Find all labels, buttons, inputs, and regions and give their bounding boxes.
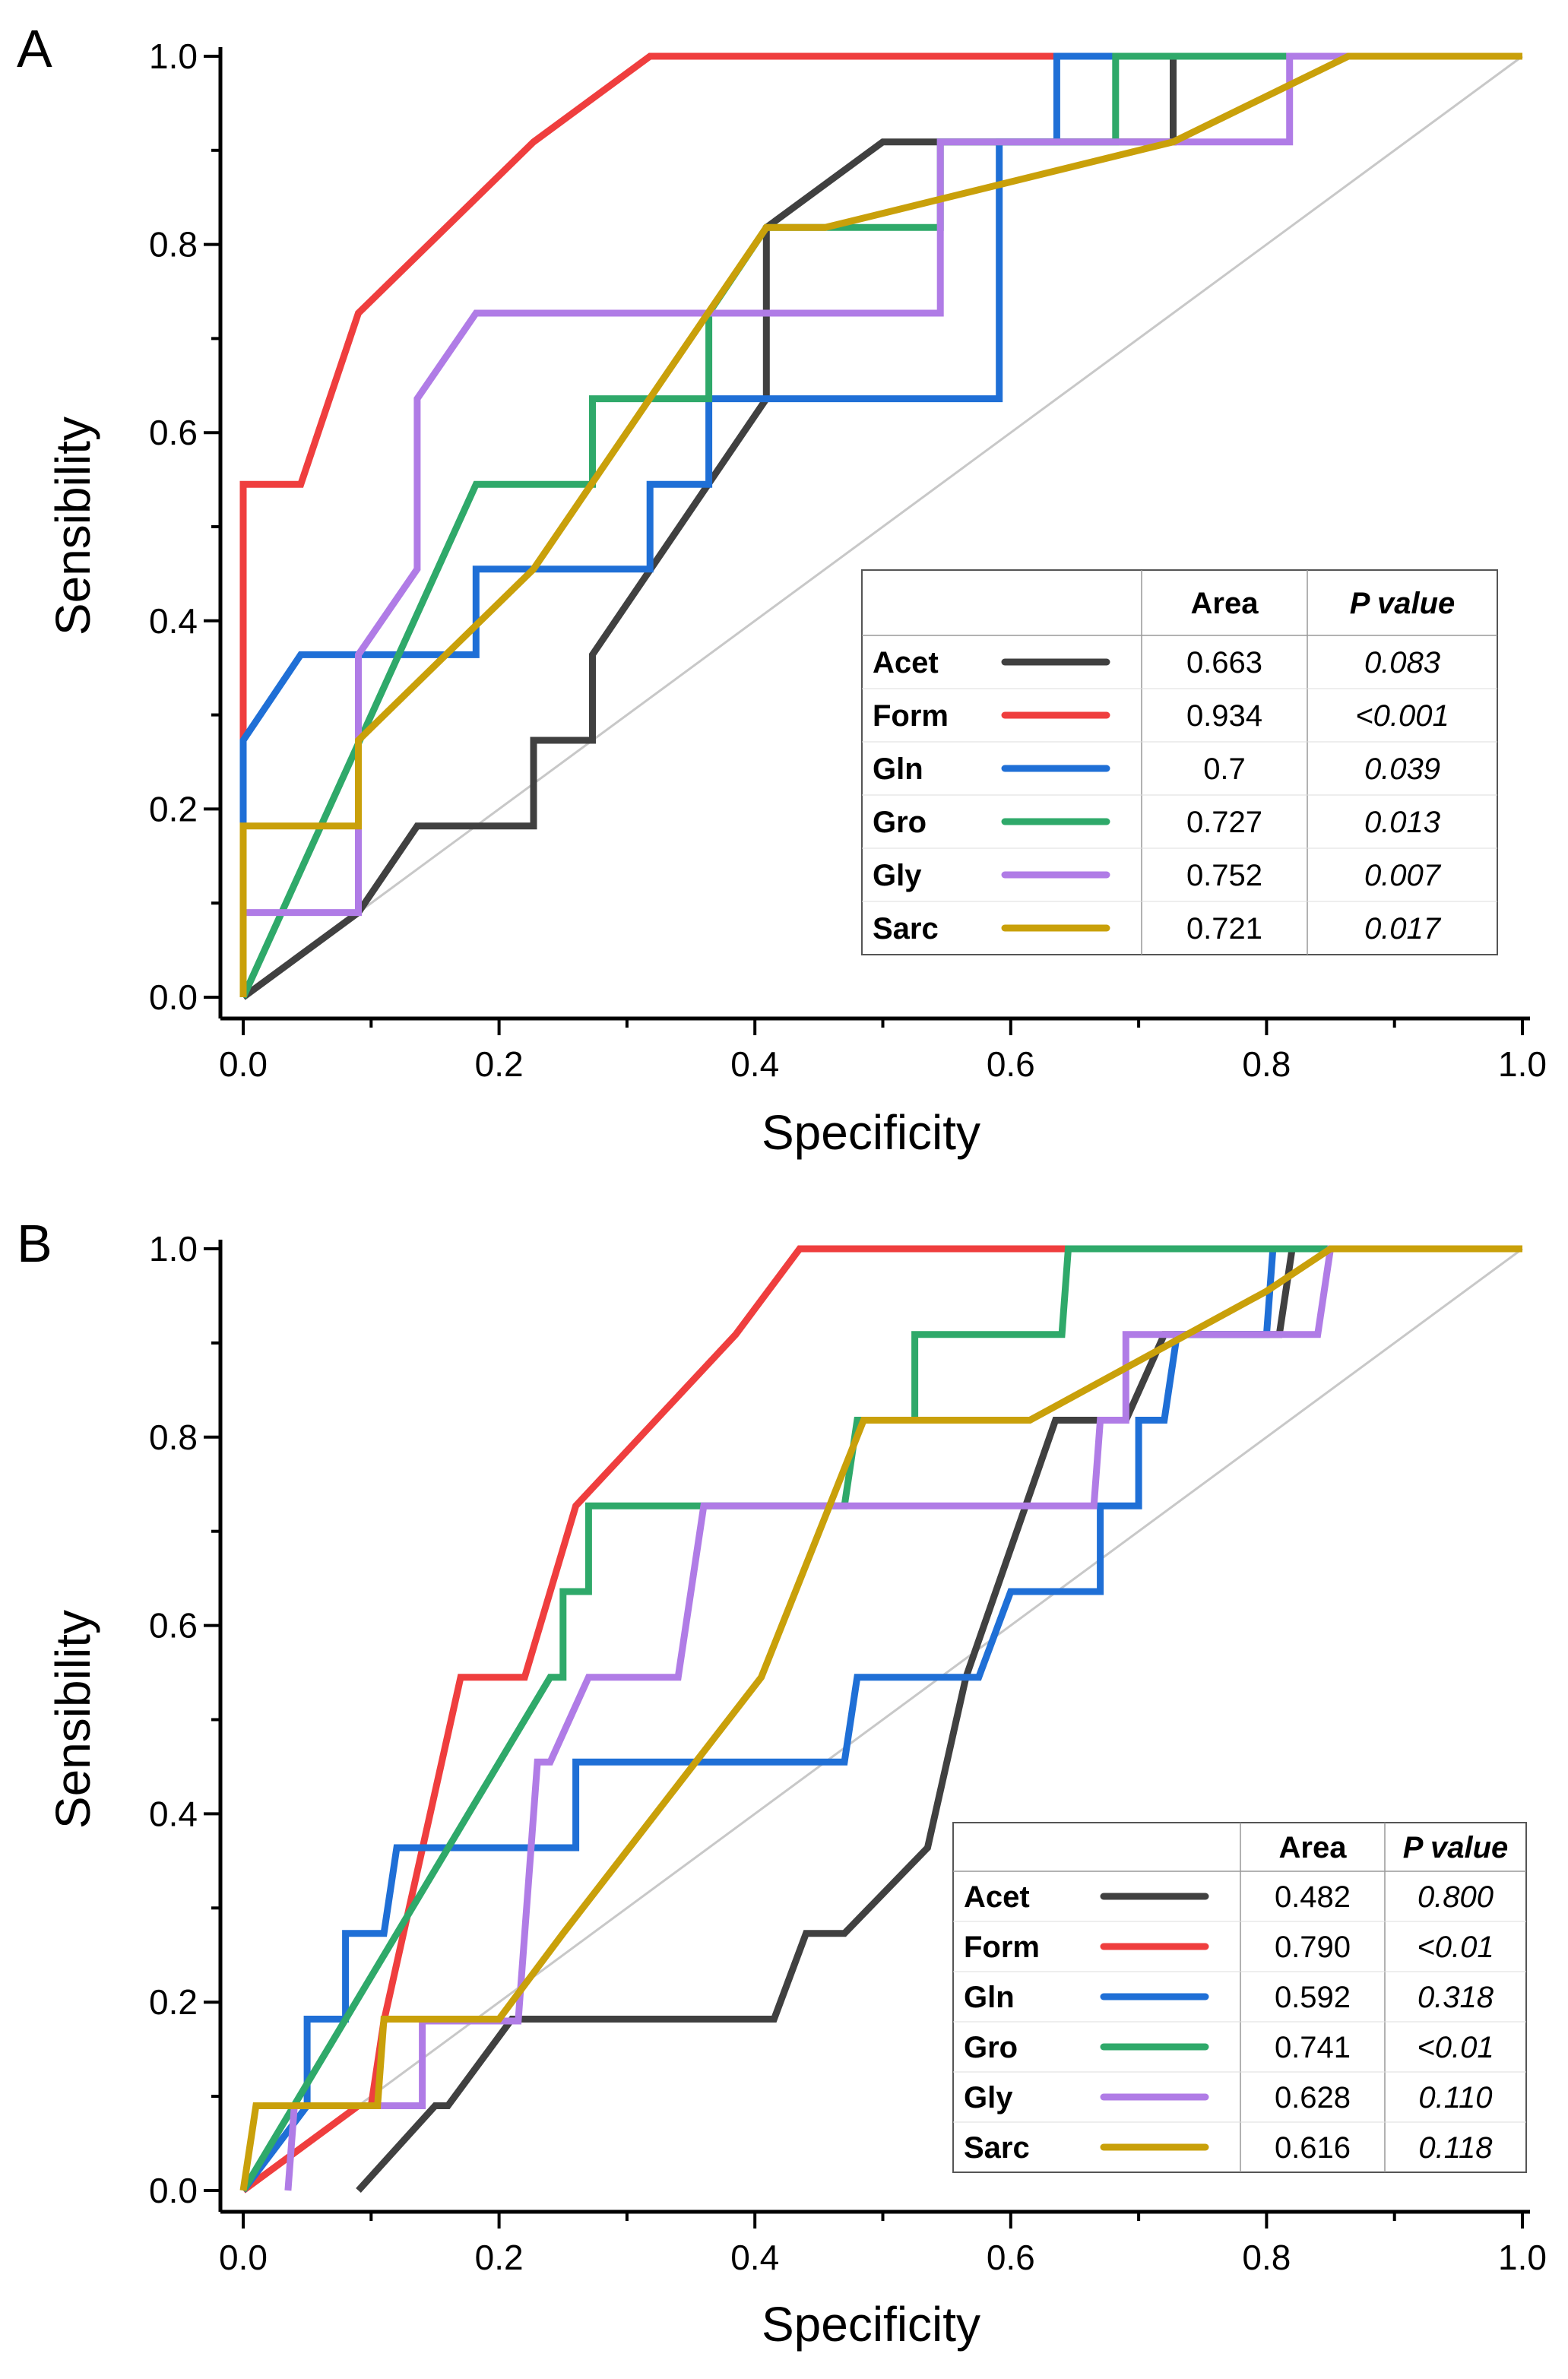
panel-b-legend-p-value: 0.110 — [1418, 2081, 1492, 2114]
panel-b-legend-name: Sarc — [964, 2131, 1030, 2165]
panel-b-legend-p-value: 0.118 — [1418, 2131, 1493, 2165]
panel-a-x-tick-label: 1.0 — [1498, 1044, 1547, 1084]
panel-b-y-tick-label: 0.2 — [149, 1982, 198, 2022]
panel-a-legend-area-value: 0.934 — [1186, 699, 1262, 733]
panel-b-series-sarc-line — [239, 1245, 1522, 2191]
panel-a: A Specificity Sensibility 0.0 0.2 0.4 0.6 0.… — [17, 19, 1547, 1160]
panel-b-y-tick-label: 0.4 — [149, 1794, 198, 1833]
panel-a-legend-area-value: 0.727 — [1186, 806, 1262, 839]
panel-a-legend-name: Acet — [873, 646, 939, 679]
panel-b-legend-name: Gln — [964, 1981, 1015, 2014]
panel-a-legend-p-value: 0.013 — [1364, 806, 1440, 839]
panel-a-legend-area-value: 0.721 — [1186, 912, 1262, 946]
panel-a-x-tick-label: 0.4 — [730, 1044, 779, 1084]
panel-b-legend-name: Acet — [964, 1880, 1030, 1914]
panel-b-y-tick-label: 0.6 — [149, 1606, 198, 1646]
panel-a-x-tick-label: 0.0 — [219, 1044, 268, 1084]
panel-b-x-tick-label: 0.8 — [1242, 2238, 1291, 2277]
panel-a-legend-area-value: 0.752 — [1186, 859, 1262, 892]
panel-b-x-axis-title: Specificity — [762, 2297, 980, 2352]
panel-a-legend-name: Sarc — [873, 912, 939, 946]
panel-b-legend-area-value: 0.790 — [1275, 1931, 1351, 1964]
panel-a-x-tick-label: 0.2 — [475, 1044, 524, 1084]
panel-a-x-tick-label: 0.6 — [987, 1044, 1035, 1084]
panel-b-y-axis-title: Sensibility — [46, 1610, 100, 1829]
panel-a-legend-area-header: Area — [1191, 587, 1259, 620]
panel-b-x-tick-label: 0.6 — [987, 2238, 1035, 2277]
panel-a-series-form-line — [239, 52, 1522, 997]
panel-b-x-tick-label: 0.0 — [219, 2238, 268, 2277]
panel-a-y-tick-label: 0.8 — [149, 225, 198, 265]
panel-b-legend-name: Gly — [964, 2081, 1013, 2114]
panel-b-letter: B — [17, 1214, 52, 1273]
panel-a-legend-p-header: P value — [1350, 587, 1456, 620]
panel-b-legend-area-value: 0.616 — [1275, 2131, 1351, 2165]
panel-a-y-axis-title: Sensibility — [46, 417, 100, 635]
panel-a-y-tick-label: 0.6 — [149, 413, 198, 452]
panel-a-legend-name: Form — [873, 699, 949, 733]
panel-b-reference-line — [242, 1247, 1523, 2192]
panel-b-legend-area-header: Area — [1279, 1831, 1348, 1864]
panel-b-legend-p-value: 0.800 — [1418, 1880, 1494, 1914]
panel-a-legend-p-value: 0.083 — [1364, 646, 1440, 679]
panel-a-series-sarc-line — [239, 52, 1522, 997]
panel-a-legend-p-value: 0.017 — [1364, 912, 1442, 946]
panel-b-legend-p-value: 0.318 — [1418, 1981, 1494, 2014]
panel-a-legend: Area P value Acet 0.663 0.083 Form 0.934 <0.001… — [861, 569, 1498, 955]
panel-a-legend-p-value: 0.039 — [1364, 752, 1440, 786]
panel-b-legend-frame — [952, 1822, 1527, 2173]
panel-b-legend-area-value: 0.741 — [1275, 2031, 1351, 2064]
panel-a-legend-name: Gln — [873, 752, 923, 786]
panel-a-y-tick-label: 0.0 — [149, 977, 198, 1017]
panel-b-legend-p-value: <0.01 — [1417, 1931, 1494, 1964]
panel-a-y-tick-label: 1.0 — [149, 36, 198, 76]
panel-b-y-tick-label: 1.0 — [149, 1229, 198, 1269]
panel-a-legend-p-value: <0.001 — [1355, 699, 1449, 733]
panel-b-legend-name: Gro — [964, 2031, 1018, 2064]
panel-a-letter: A — [17, 19, 52, 78]
panel-a-x-axis-title: Specificity — [762, 1105, 980, 1160]
panel-b-x-tick-label: 1.0 — [1498, 2238, 1547, 2277]
panel-a-reference-line — [242, 55, 1523, 999]
panel-a-y-tick-label: 0.2 — [149, 789, 198, 828]
panel-a-legend-frame — [861, 569, 1498, 955]
panel-b-legend: Area P value Acet 0.482 0.800 Form 0.790 <0.01 G… — [952, 1822, 1527, 2173]
panel-a-y-tick-label: 0.4 — [149, 601, 198, 641]
panel-a-x-tick-label: 0.8 — [1242, 1044, 1291, 1084]
panel-a-legend-area-value: 0.663 — [1186, 646, 1262, 679]
panel-b-legend-name: Form — [964, 1931, 1040, 1964]
panel-b-series-gln-line — [240, 1245, 1522, 2193]
panel-b-x-tick-label: 0.4 — [730, 2238, 779, 2277]
panel-a-series-gly-line — [239, 52, 1522, 997]
panel-b-legend-area-value: 0.592 — [1275, 1981, 1351, 2014]
panel-a-legend-name: Gro — [873, 806, 927, 839]
panel-b-legend-p-value: <0.01 — [1417, 2031, 1494, 2064]
panel-b-legend-area-value: 0.628 — [1275, 2081, 1351, 2114]
panel-b-y-tick-label: 0.0 — [149, 2171, 198, 2210]
panel-b-x-tick-label: 0.2 — [475, 2238, 524, 2277]
panel-b-y-tick-label: 0.8 — [149, 1418, 198, 1457]
panel-a-legend-p-value: 0.007 — [1364, 859, 1442, 892]
panel-b-legend-area-value: 0.482 — [1275, 1880, 1351, 1914]
panel-b-legend-p-header: P value — [1403, 1831, 1509, 1864]
panel-a-legend-name: Gly — [873, 859, 922, 892]
panel-a-legend-area-value: 0.7 — [1203, 752, 1246, 786]
panel-b: B Specificity Sensibility 0.0 0.2 0.4 0.6 0.… — [17, 1214, 1547, 2352]
